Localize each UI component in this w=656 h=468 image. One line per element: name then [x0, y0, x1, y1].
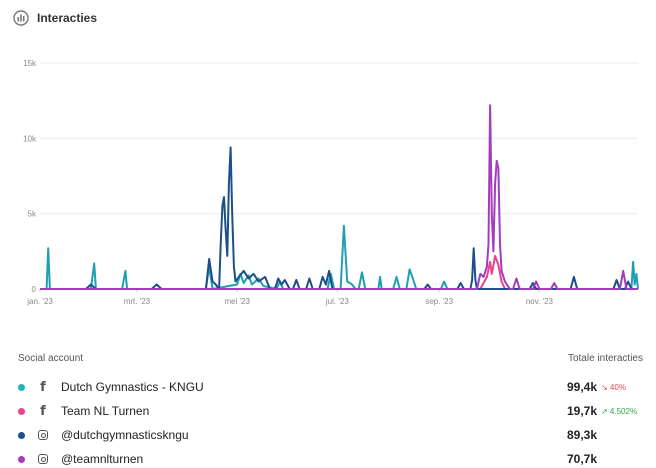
series-color-dot — [18, 431, 25, 439]
x-tick-label: sep. '23 — [425, 297, 453, 306]
account-total: 70,7k — [566, 452, 597, 466]
interactions-chart: 0 5k 10k 15k jan. '23 mrt. '23 mei '23 jul. '2… — [23, 59, 639, 306]
y-tick-label: 5k — [28, 210, 37, 219]
x-tick-label: mei '23 — [224, 297, 250, 306]
account-name: Dutch Gymnastics - KNGU — [61, 380, 204, 394]
series-line — [40, 254, 638, 290]
account-total: 19,7k — [566, 404, 597, 418]
account-row[interactable]: @dutchgymnasticskngu 89,3k — [18, 426, 643, 444]
instagram-icon — [37, 452, 49, 466]
chart-circle-icon — [13, 10, 29, 26]
instagram-icon — [37, 428, 49, 442]
account-name: @dutchgymnasticskngu — [61, 428, 189, 442]
col-social-account: Social account — [18, 353, 84, 364]
y-tick-label: 0 — [32, 285, 37, 294]
series-color-dot — [18, 455, 25, 463]
account-name: @teamnlturnen — [61, 452, 144, 466]
account-change: ↗ 4.502% — [601, 406, 638, 416]
account-total: 99,4k — [566, 380, 597, 394]
account-change: ↘ 40% — [601, 382, 626, 392]
account-row[interactable]: f Dutch Gymnastics - KNGU 99,4k ↘ 40% — [18, 378, 643, 396]
chart-title: Interacties — [37, 11, 98, 25]
account-total: 89,3k — [566, 428, 597, 442]
facebook-icon: f — [40, 403, 46, 419]
table-header: Social account Totale interacties — [18, 353, 643, 364]
col-total-interactions: Totale interacties — [567, 353, 643, 364]
x-tick-label: nov. '23 — [526, 297, 554, 306]
series-line — [40, 104, 638, 290]
x-tick-label: mrt. '23 — [124, 297, 151, 306]
account-name: Team NL Turnen — [61, 404, 150, 418]
series-line — [40, 224, 639, 290]
x-tick-label: jul. '23 — [325, 297, 349, 306]
series-line — [40, 146, 638, 290]
x-tick-label: jan. '23 — [26, 297, 53, 306]
chart-header: Interacties — [13, 10, 97, 26]
y-tick-label: 15k — [23, 59, 37, 68]
chart-grid — [40, 62, 638, 290]
series-color-dot — [18, 383, 25, 391]
facebook-icon: f — [40, 379, 46, 395]
series-color-dot — [18, 407, 25, 415]
x-axis-labels: jan. '23 mrt. '23 mei '23 jul. '23 sep. '23 n… — [26, 289, 554, 306]
y-tick-label: 10k — [23, 134, 37, 143]
chart-series — [40, 104, 639, 290]
y-axis-labels: 0 5k 10k 15k — [23, 59, 37, 294]
account-row[interactable]: @teamnlturnen 70,7k — [18, 450, 643, 468]
account-row[interactable]: f Team NL Turnen 19,7k ↗ 4.502% — [18, 402, 643, 420]
